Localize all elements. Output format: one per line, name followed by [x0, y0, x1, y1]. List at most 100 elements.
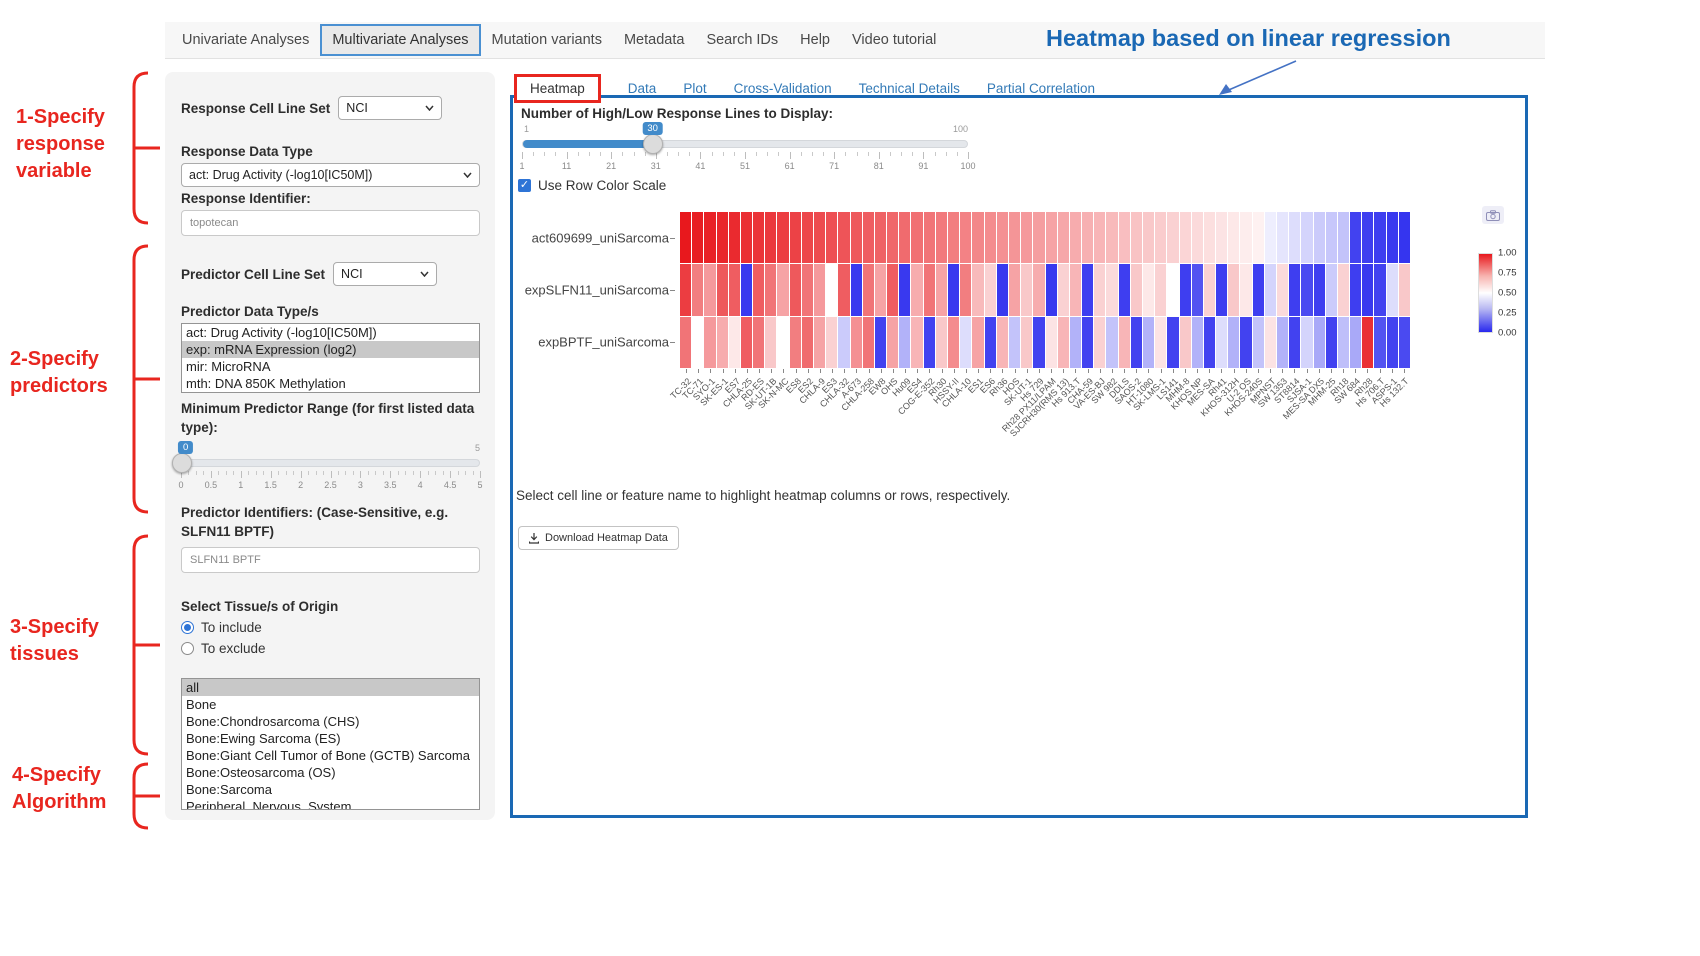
- predictor-cell-line-set-select[interactable]: NCI: [333, 262, 438, 286]
- heatmap-cell: [1094, 212, 1106, 264]
- tissue-option-peripheral-nervous-system[interactable]: Peripheral_Nervous_System: [186, 799, 352, 810]
- nav-item-univariate-analyses[interactable]: Univariate Analyses: [182, 32, 310, 48]
- heatmap-cell: [1203, 212, 1216, 264]
- heatmap-cell: [1008, 264, 1021, 316]
- heatmap-cell: [960, 316, 972, 368]
- tissue-option-bone-chondrosarcoma-chs[interactable]: Bone:Chondrosarcoma (CHS): [186, 714, 360, 729]
- tab-plot[interactable]: Plot: [683, 81, 707, 96]
- heatmap-row-label-expslfn11-unisarcoma[interactable]: expSLFN11_uniSarcoma: [524, 282, 669, 298]
- tissue-option-bone[interactable]: Bone: [186, 697, 217, 712]
- heatmap-cell: [753, 316, 765, 368]
- slider-grid-tick: [555, 152, 557, 156]
- heatmap-cell: [923, 212, 935, 264]
- slider-grid-tick: [622, 152, 624, 156]
- predictor-cell-line-set-label: Predictor Cell Line Set: [181, 266, 326, 282]
- heatmap-row-label-act609699-unisarcoma[interactable]: act609699_uniSarcoma: [531, 230, 669, 246]
- x-tick: [1221, 369, 1223, 373]
- heatmap-cell: [1216, 316, 1228, 368]
- slider-grid-label: 4.5: [443, 480, 457, 490]
- heatmap-cell: [728, 264, 740, 316]
- slider-track[interactable]: [522, 134, 968, 154]
- tissue-option-bone-osteosarcoma-os[interactable]: Bone:Osteosarcoma (OS): [186, 765, 336, 780]
- nav-item-help[interactable]: Help: [800, 32, 830, 48]
- heatmap-cell: [814, 264, 826, 316]
- slider-grid-tick: [945, 152, 947, 156]
- slider-grid-tick: [270, 471, 272, 478]
- heatmap-cell: [1203, 316, 1216, 368]
- response-lines-slider[interactable]: 1 100 30 1 11 21 31 41 51 61 71 81 91 100: [519, 122, 976, 176]
- tissue-option-bone-giant-cell-tumor-of-bone-gctb-sarcoma[interactable]: Bone:Giant Cell Tumor of Bone (GCTB) Sar…: [186, 748, 470, 763]
- heatmap-cell: [874, 212, 887, 264]
- x-tick: [978, 369, 980, 373]
- predictor-type-option-mth-dna-850k-methylation[interactable]: mth: DNA 850K Methylation: [186, 376, 346, 391]
- tab-cross-validation[interactable]: Cross-Validation: [733, 81, 832, 96]
- heatmap-cell: [1337, 264, 1350, 316]
- heatmap-cell: [899, 264, 911, 316]
- tissue-listbox[interactable]: all Bone Bone:Chondrosarcoma (CHS) Bone:Ewi…: [181, 678, 480, 810]
- heatmap-cell: [911, 212, 923, 264]
- camera-icon[interactable]: [1482, 206, 1504, 224]
- predictor-type-option-mir-microrna[interactable]: mir: MicroRNA: [186, 359, 271, 374]
- predictor-data-types-listbox[interactable]: act: Drug Activity (-log10[IC50M]) exp: m…: [181, 323, 480, 393]
- heatmap-cell: [1276, 264, 1289, 316]
- heatmap-cell: [1301, 316, 1313, 368]
- x-tick: [917, 369, 919, 373]
- slider-grid-tick: [889, 152, 891, 156]
- tab-technical-details[interactable]: Technical Details: [858, 81, 960, 96]
- tissue-option-bone-sarcoma[interactable]: Bone:Sarcoma: [186, 782, 272, 797]
- slider-grid-tick: [956, 152, 958, 156]
- slider-grid-tick: [655, 152, 657, 159]
- heatmap-cell: [1057, 264, 1069, 316]
- tab-partial-correlation[interactable]: Partial Correlation: [986, 81, 1095, 96]
- slider-grid-tick: [412, 471, 414, 475]
- tab-heatmap[interactable]: Heatmap: [514, 74, 601, 103]
- nav-item-search-ids[interactable]: Search IDs: [706, 32, 779, 48]
- row-color-scale-checkbox[interactable]: ✓: [518, 179, 531, 192]
- heatmap-cell: [996, 264, 1008, 316]
- slider-handle[interactable]: [643, 134, 664, 154]
- min-predictor-range-slider[interactable]: 5 0 0 0.5 1 1.5 2 2.5 3 3.5 4 4.5 5: [172, 441, 483, 495]
- annotation-step-4: 4-Specify Algorithm: [12, 762, 106, 816]
- heatmap-cell: [1374, 212, 1386, 264]
- tissue-option-bone-ewing-sarcoma-es[interactable]: Bone:Ewing Sarcoma (ES): [186, 731, 341, 746]
- tab-data[interactable]: Data: [627, 81, 657, 96]
- nav-item-video-tutorial[interactable]: Video tutorial: [852, 32, 937, 48]
- response-data-type-select[interactable]: act: Drug Activity (-log10[IC50M]): [181, 163, 480, 187]
- slider-grid-label: 1: [519, 161, 525, 171]
- slider-grid-tick: [278, 471, 280, 475]
- heatmap-cell: [1045, 212, 1057, 264]
- heatmap-cell: [1106, 316, 1118, 368]
- response-cell-line-set-select[interactable]: NCI: [338, 96, 443, 120]
- heatmap-cell: [740, 316, 753, 368]
- heatmap-cell: [1167, 264, 1179, 316]
- heatmap-cell: [1082, 264, 1094, 316]
- predictor-type-option-act-drug-activity-log10-ic50m[interactable]: act: Drug Activity (-log10[IC50M]): [186, 325, 377, 340]
- tissue-include-radio[interactable]: [181, 621, 194, 634]
- nav-item-multivariate-analyses[interactable]: Multivariate Analyses: [320, 24, 481, 56]
- slider-handle[interactable]: [172, 453, 192, 473]
- x-tick: [1051, 369, 1053, 373]
- heatmap-cell: [1142, 316, 1155, 368]
- tissue-option-all[interactable]: all: [182, 679, 479, 696]
- slider-grid-tick: [968, 152, 969, 159]
- heatmap-row-label-expbptf-unisarcoma[interactable]: expBPTF_uniSarcoma: [538, 334, 669, 350]
- tissue-exclude-radio[interactable]: [181, 642, 194, 655]
- slider-grid-tick: [845, 152, 847, 156]
- tissue-include-label: To include: [201, 620, 262, 635]
- nav-item-metadata[interactable]: Metadata: [623, 32, 685, 48]
- heatmap-cell: [826, 316, 838, 368]
- heatmap-cell: [1216, 212, 1228, 264]
- heatmap-cell: [862, 212, 874, 264]
- download-heatmap-data-button[interactable]: Download Heatmap Data: [518, 526, 679, 550]
- nav-item-mutation-variants[interactable]: Mutation variants: [491, 32, 602, 48]
- response-identifier-input[interactable]: [181, 210, 480, 236]
- slider-track[interactable]: [172, 453, 480, 473]
- slider-grid-tick: [390, 471, 392, 478]
- slider-grid-tick: [867, 152, 869, 156]
- predictor-type-option-exp-mrna-expression-log2[interactable]: exp: mRNA Expression (log2): [182, 341, 479, 358]
- annotation-step-1: 1-Specify response variable: [16, 104, 105, 185]
- predictor-identifiers-input[interactable]: [181, 547, 480, 573]
- slider-grid-label: 2.5: [324, 480, 337, 490]
- slider-grid-tick: [722, 152, 724, 156]
- slider-grid-label: 100: [960, 161, 976, 171]
